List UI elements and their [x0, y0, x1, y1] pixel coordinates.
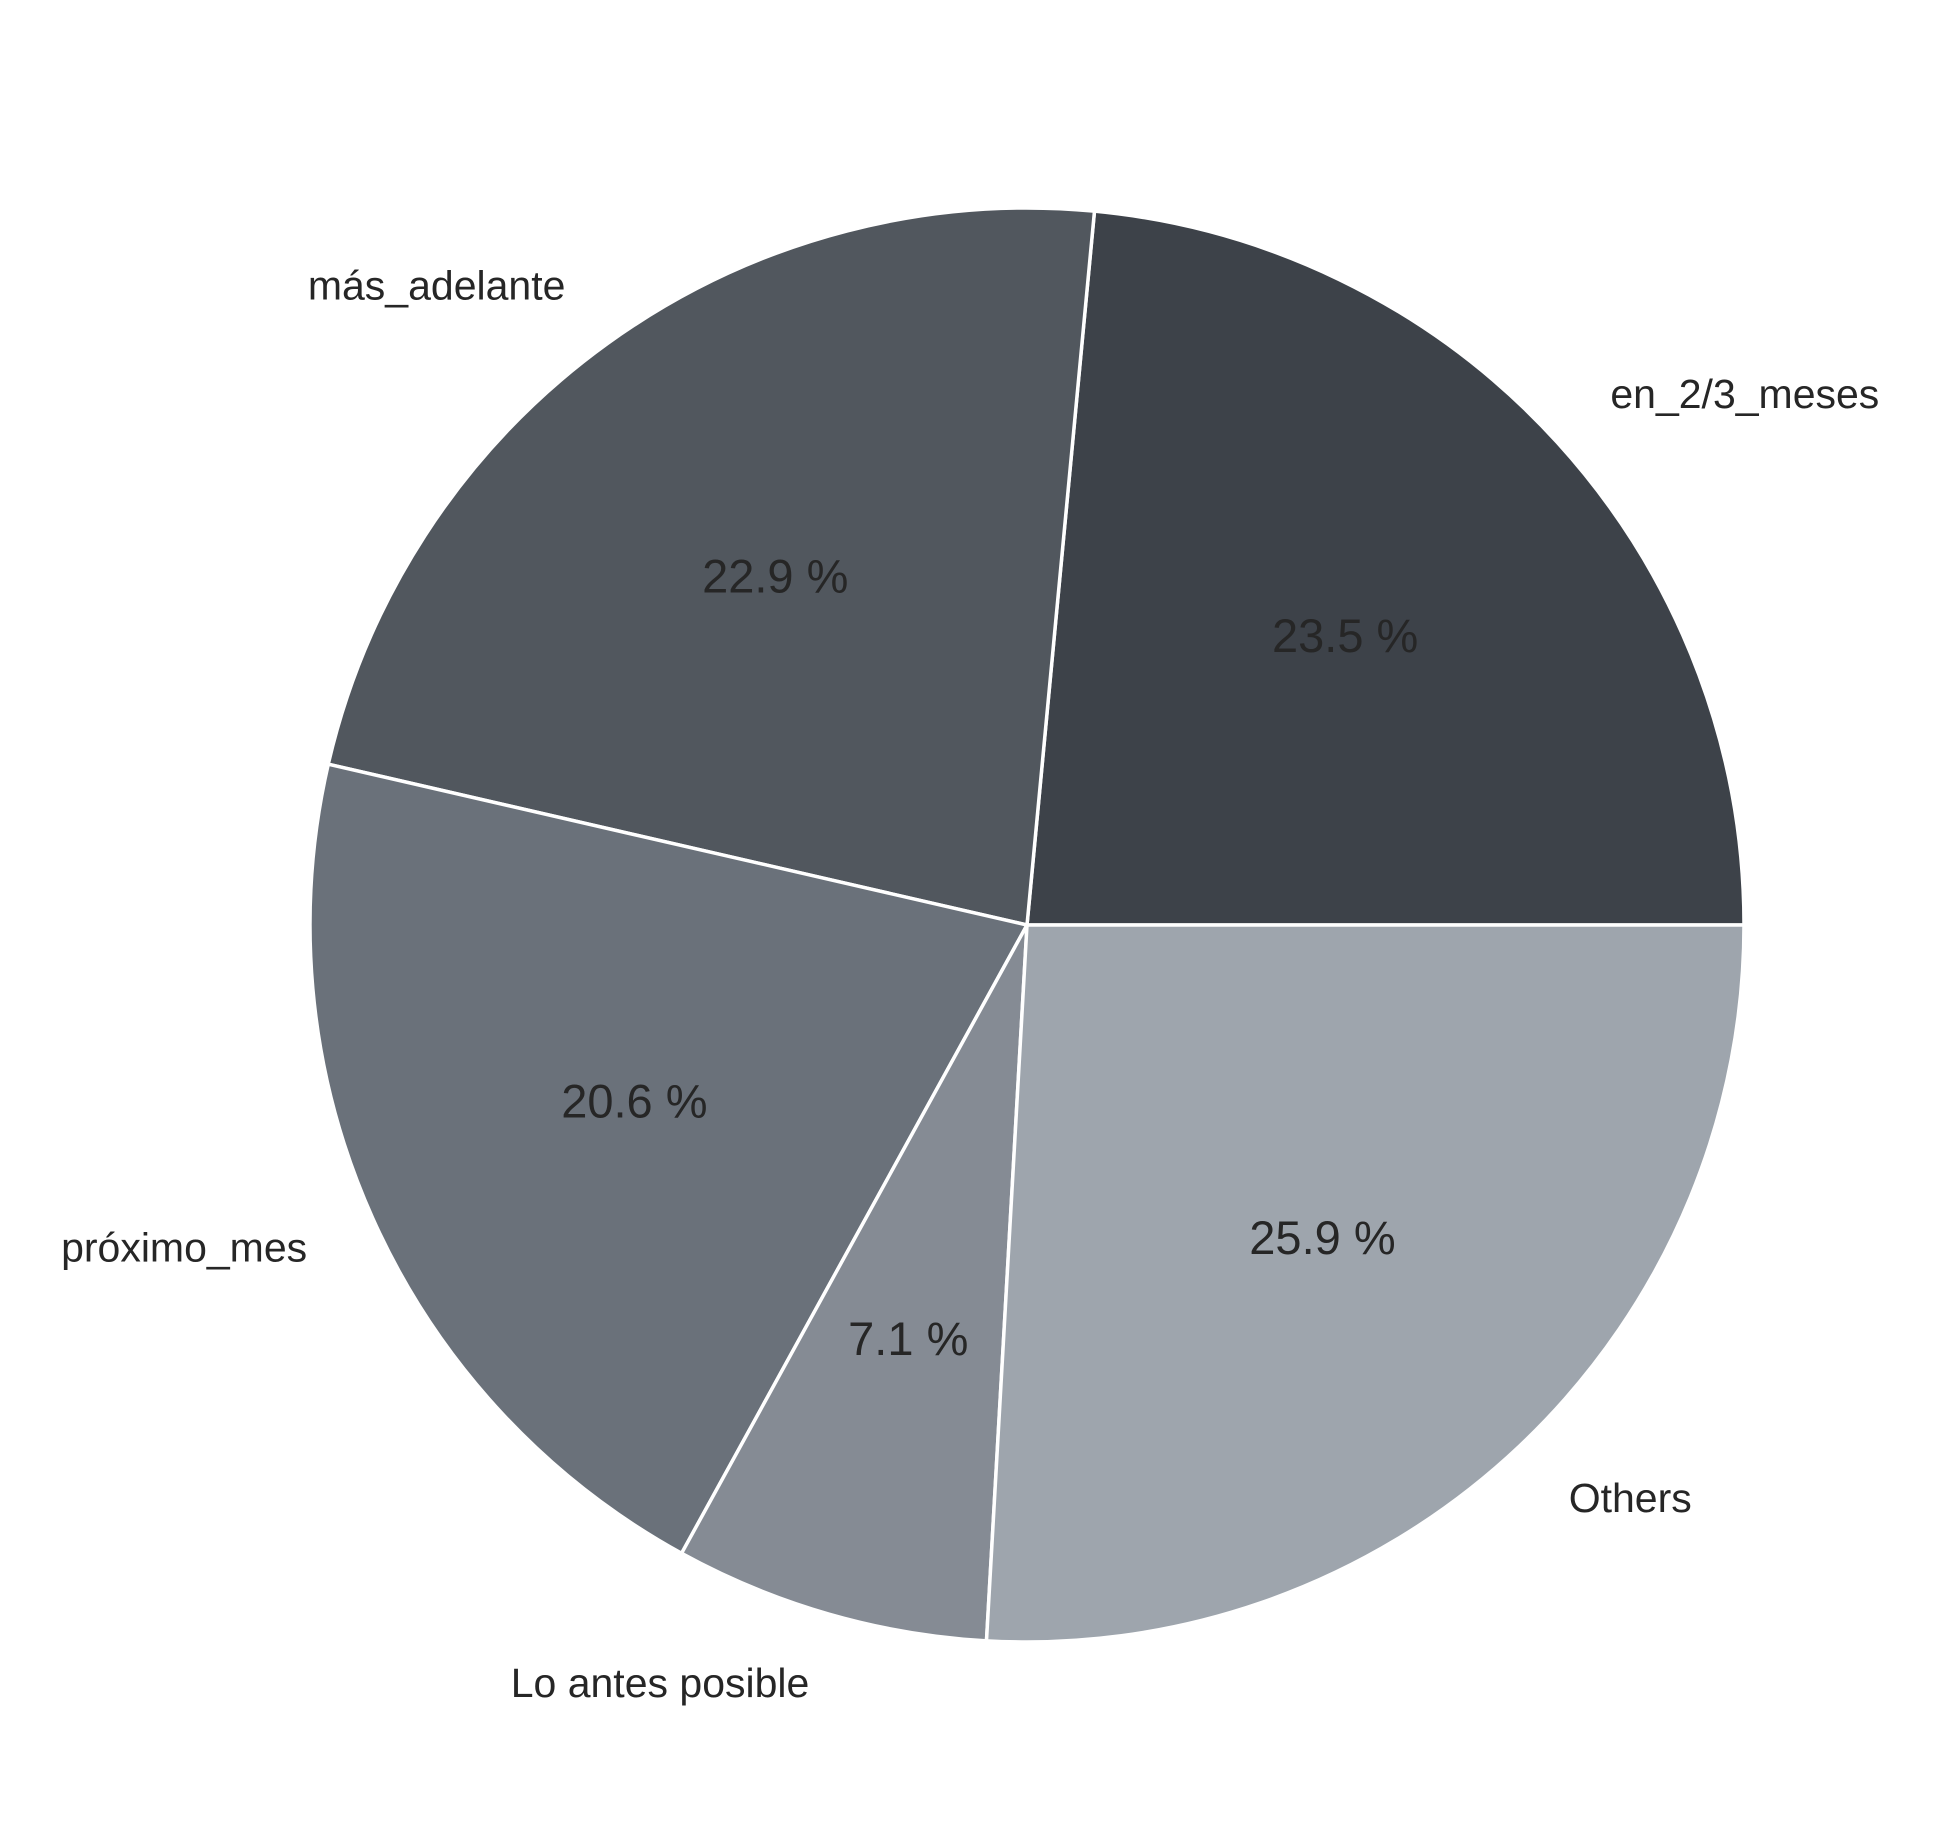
pie-slice-others — [984, 923, 1746, 1644]
pie-slice-mas-adelante — [326, 206, 1097, 927]
pie-slices — [308, 206, 1746, 1644]
slice-label-others: Others — [1569, 1475, 1692, 1521]
slice-percent-lo-antes-posible: 7.1 % — [848, 1312, 968, 1365]
pie-slice-lo-antes-posible — [679, 923, 1029, 1643]
slice-percent-mas-adelante: 22.9 % — [702, 550, 848, 603]
slice-label-mas-adelante: más_adelante — [308, 262, 566, 308]
pie-slice-proximo-mes — [308, 762, 1029, 1556]
slice-label-en-2-3-meses: en_2/3_meses — [1610, 371, 1879, 417]
pie-slice-en-2-3-meses — [1025, 209, 1746, 927]
pie-labels: en_2/3_meses 23.5 % más_adelante 22.9 % próx… — [61, 262, 1879, 1706]
slice-percent-en-2-3-meses: 23.5 % — [1272, 609, 1418, 662]
slice-percent-others: 25.9 % — [1249, 1211, 1395, 1264]
slice-label-proximo-mes: próximo_mes — [61, 1224, 307, 1270]
slice-label-lo-antes-posible: Lo antes posible — [511, 1660, 810, 1706]
slice-percent-proximo-mes: 20.6 % — [561, 1074, 707, 1127]
